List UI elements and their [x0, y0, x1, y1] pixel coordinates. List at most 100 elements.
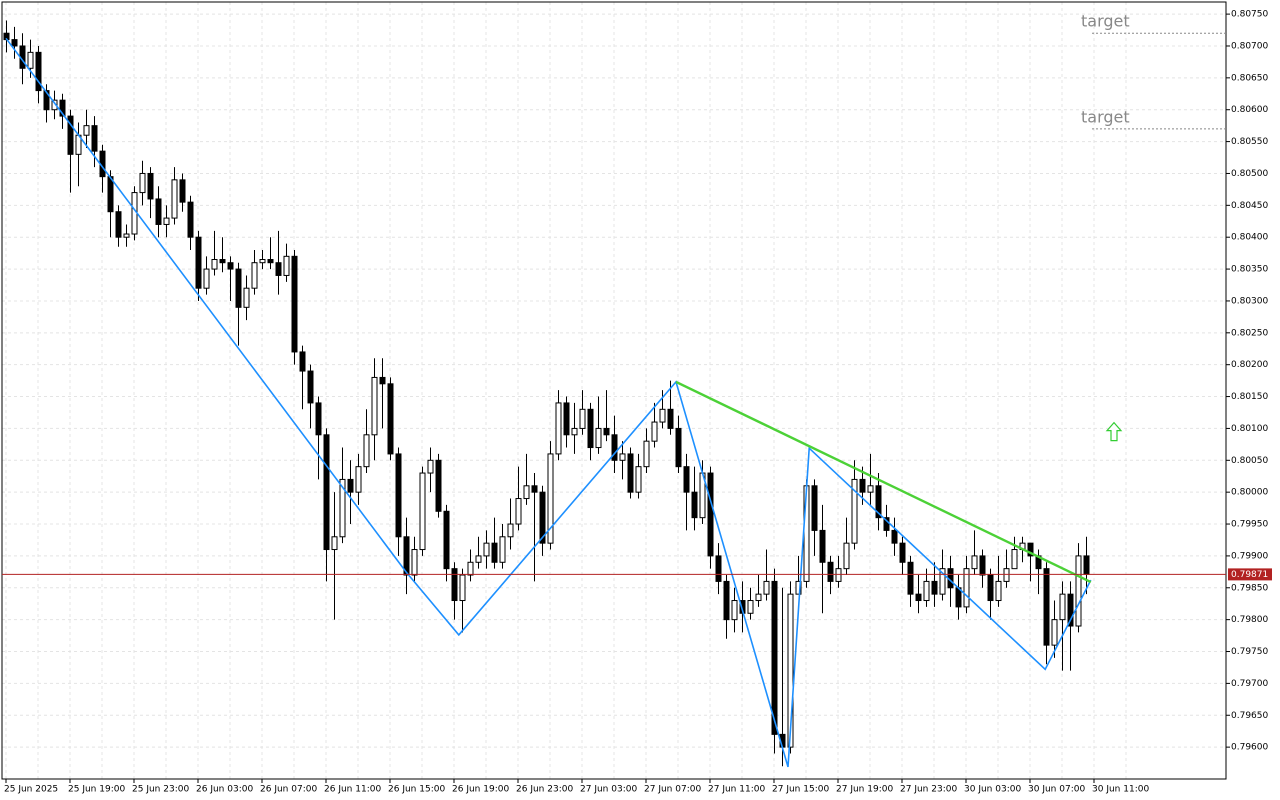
y-tick-label: 0.80000: [1231, 488, 1268, 498]
candle-body: [635, 466, 642, 493]
candle-body: [363, 434, 370, 468]
candle-body: [403, 536, 410, 576]
current-price-label: 0.79871: [1231, 570, 1268, 580]
candle-body: [691, 491, 698, 519]
candle-body: [155, 198, 162, 225]
target-label: target: [1081, 107, 1130, 126]
y-tick-label: 0.80350: [1231, 265, 1268, 275]
candle-body: [331, 536, 338, 551]
candle-body: [867, 485, 874, 493]
marks-layer: [3, 20, 1092, 768]
candle-body: [515, 498, 522, 525]
trend-line: [675, 380, 1092, 584]
x-tick-label: 26 Jun 15:00: [388, 785, 445, 795]
candle-body: [851, 478, 858, 544]
candle-body: [419, 472, 426, 551]
candle-body: [619, 453, 626, 461]
y-tick-label: 0.80550: [1231, 137, 1268, 147]
candle-body: [651, 421, 658, 442]
candle-body: [235, 268, 242, 308]
candle-body: [1083, 555, 1090, 575]
candle-body: [499, 536, 506, 563]
y-tick-label: 0.79900: [1231, 551, 1268, 561]
candle-body: [115, 211, 122, 238]
candle-body: [83, 125, 90, 136]
candle-body: [987, 574, 994, 602]
candle-body: [763, 580, 770, 595]
x-tick-label: 30 Jun 03:00: [964, 785, 1021, 795]
candle-body: [91, 125, 98, 152]
candle-body: [395, 453, 402, 538]
candle-body: [915, 593, 922, 602]
candle-body: [147, 172, 154, 200]
candle-body: [379, 376, 386, 385]
y-tick-label: 0.79750: [1231, 647, 1268, 657]
candle-body: [627, 453, 634, 493]
candle-body: [355, 466, 362, 493]
candle-body: [659, 408, 666, 423]
x-tick-label: 25 Jun 19:00: [68, 785, 125, 795]
candle-body: [723, 580, 730, 621]
signal-arrow: [1105, 421, 1123, 442]
candle-body: [611, 434, 618, 461]
candle-body: [875, 485, 882, 519]
y-tick-label: 0.79650: [1231, 711, 1268, 721]
x-tick-label: 27 Jun 07:00: [644, 785, 701, 795]
candle-body: [843, 542, 850, 570]
candle-body: [1059, 593, 1066, 621]
candle-body: [1043, 568, 1050, 646]
y-tick-label: 0.79800: [1231, 615, 1268, 625]
candle-body: [643, 440, 650, 468]
candle-body: [771, 580, 778, 735]
x-tick-label: 26 Jun 19:00: [452, 785, 509, 795]
candle-body: [507, 523, 514, 538]
candle-body: [731, 600, 738, 621]
candle-body: [323, 434, 330, 551]
candle-body: [267, 259, 274, 264]
candle-body: [1027, 542, 1034, 557]
y-tick-label: 0.80700: [1231, 41, 1268, 51]
candle-body: [387, 383, 394, 455]
y-tick-label: 0.80600: [1231, 105, 1268, 115]
candle-body: [203, 268, 210, 289]
candle-body: [275, 262, 282, 276]
candle-body: [243, 287, 250, 308]
y-tick-label: 0.80500: [1231, 169, 1268, 179]
candle-body: [715, 555, 722, 582]
candle-body: [587, 408, 594, 449]
candle-body: [1075, 555, 1082, 627]
candle-body: [971, 555, 978, 570]
candle-body: [907, 561, 914, 595]
y-tick-label: 0.80150: [1231, 392, 1268, 402]
candle-body: [315, 402, 322, 436]
target-label: target: [1081, 12, 1130, 31]
candle-body: [467, 561, 474, 576]
x-tick-label: 27 Jun 19:00: [836, 785, 893, 795]
plot-frame: [1, 1, 1227, 780]
candle-body: [171, 179, 178, 219]
candle-body: [187, 201, 194, 238]
candle-body: [683, 466, 690, 493]
candle-body: [299, 351, 306, 372]
candle-body: [899, 542, 906, 563]
candle-body: [667, 408, 674, 429]
x-tick-label: 26 Jun 11:00: [324, 785, 381, 795]
y-tick-label: 0.80400: [1231, 233, 1268, 243]
candle-body: [523, 485, 530, 500]
candle-body: [51, 99, 58, 111]
candle-body: [891, 529, 898, 544]
candle-body: [755, 593, 762, 602]
x-tick-label: 26 Jun 03:00: [196, 785, 253, 795]
candle-body: [1003, 568, 1010, 582]
candle-body: [427, 459, 434, 474]
candle-body: [43, 90, 50, 111]
candle-body: [835, 568, 842, 582]
candle-body: [707, 472, 714, 557]
candle-body: [819, 529, 826, 563]
candle-body: [563, 402, 570, 436]
y-tick-label: 0.80250: [1231, 328, 1268, 338]
candle-body: [787, 593, 794, 748]
candle-body: [435, 459, 442, 512]
candle-body: [931, 580, 938, 595]
candle-body: [859, 478, 866, 493]
